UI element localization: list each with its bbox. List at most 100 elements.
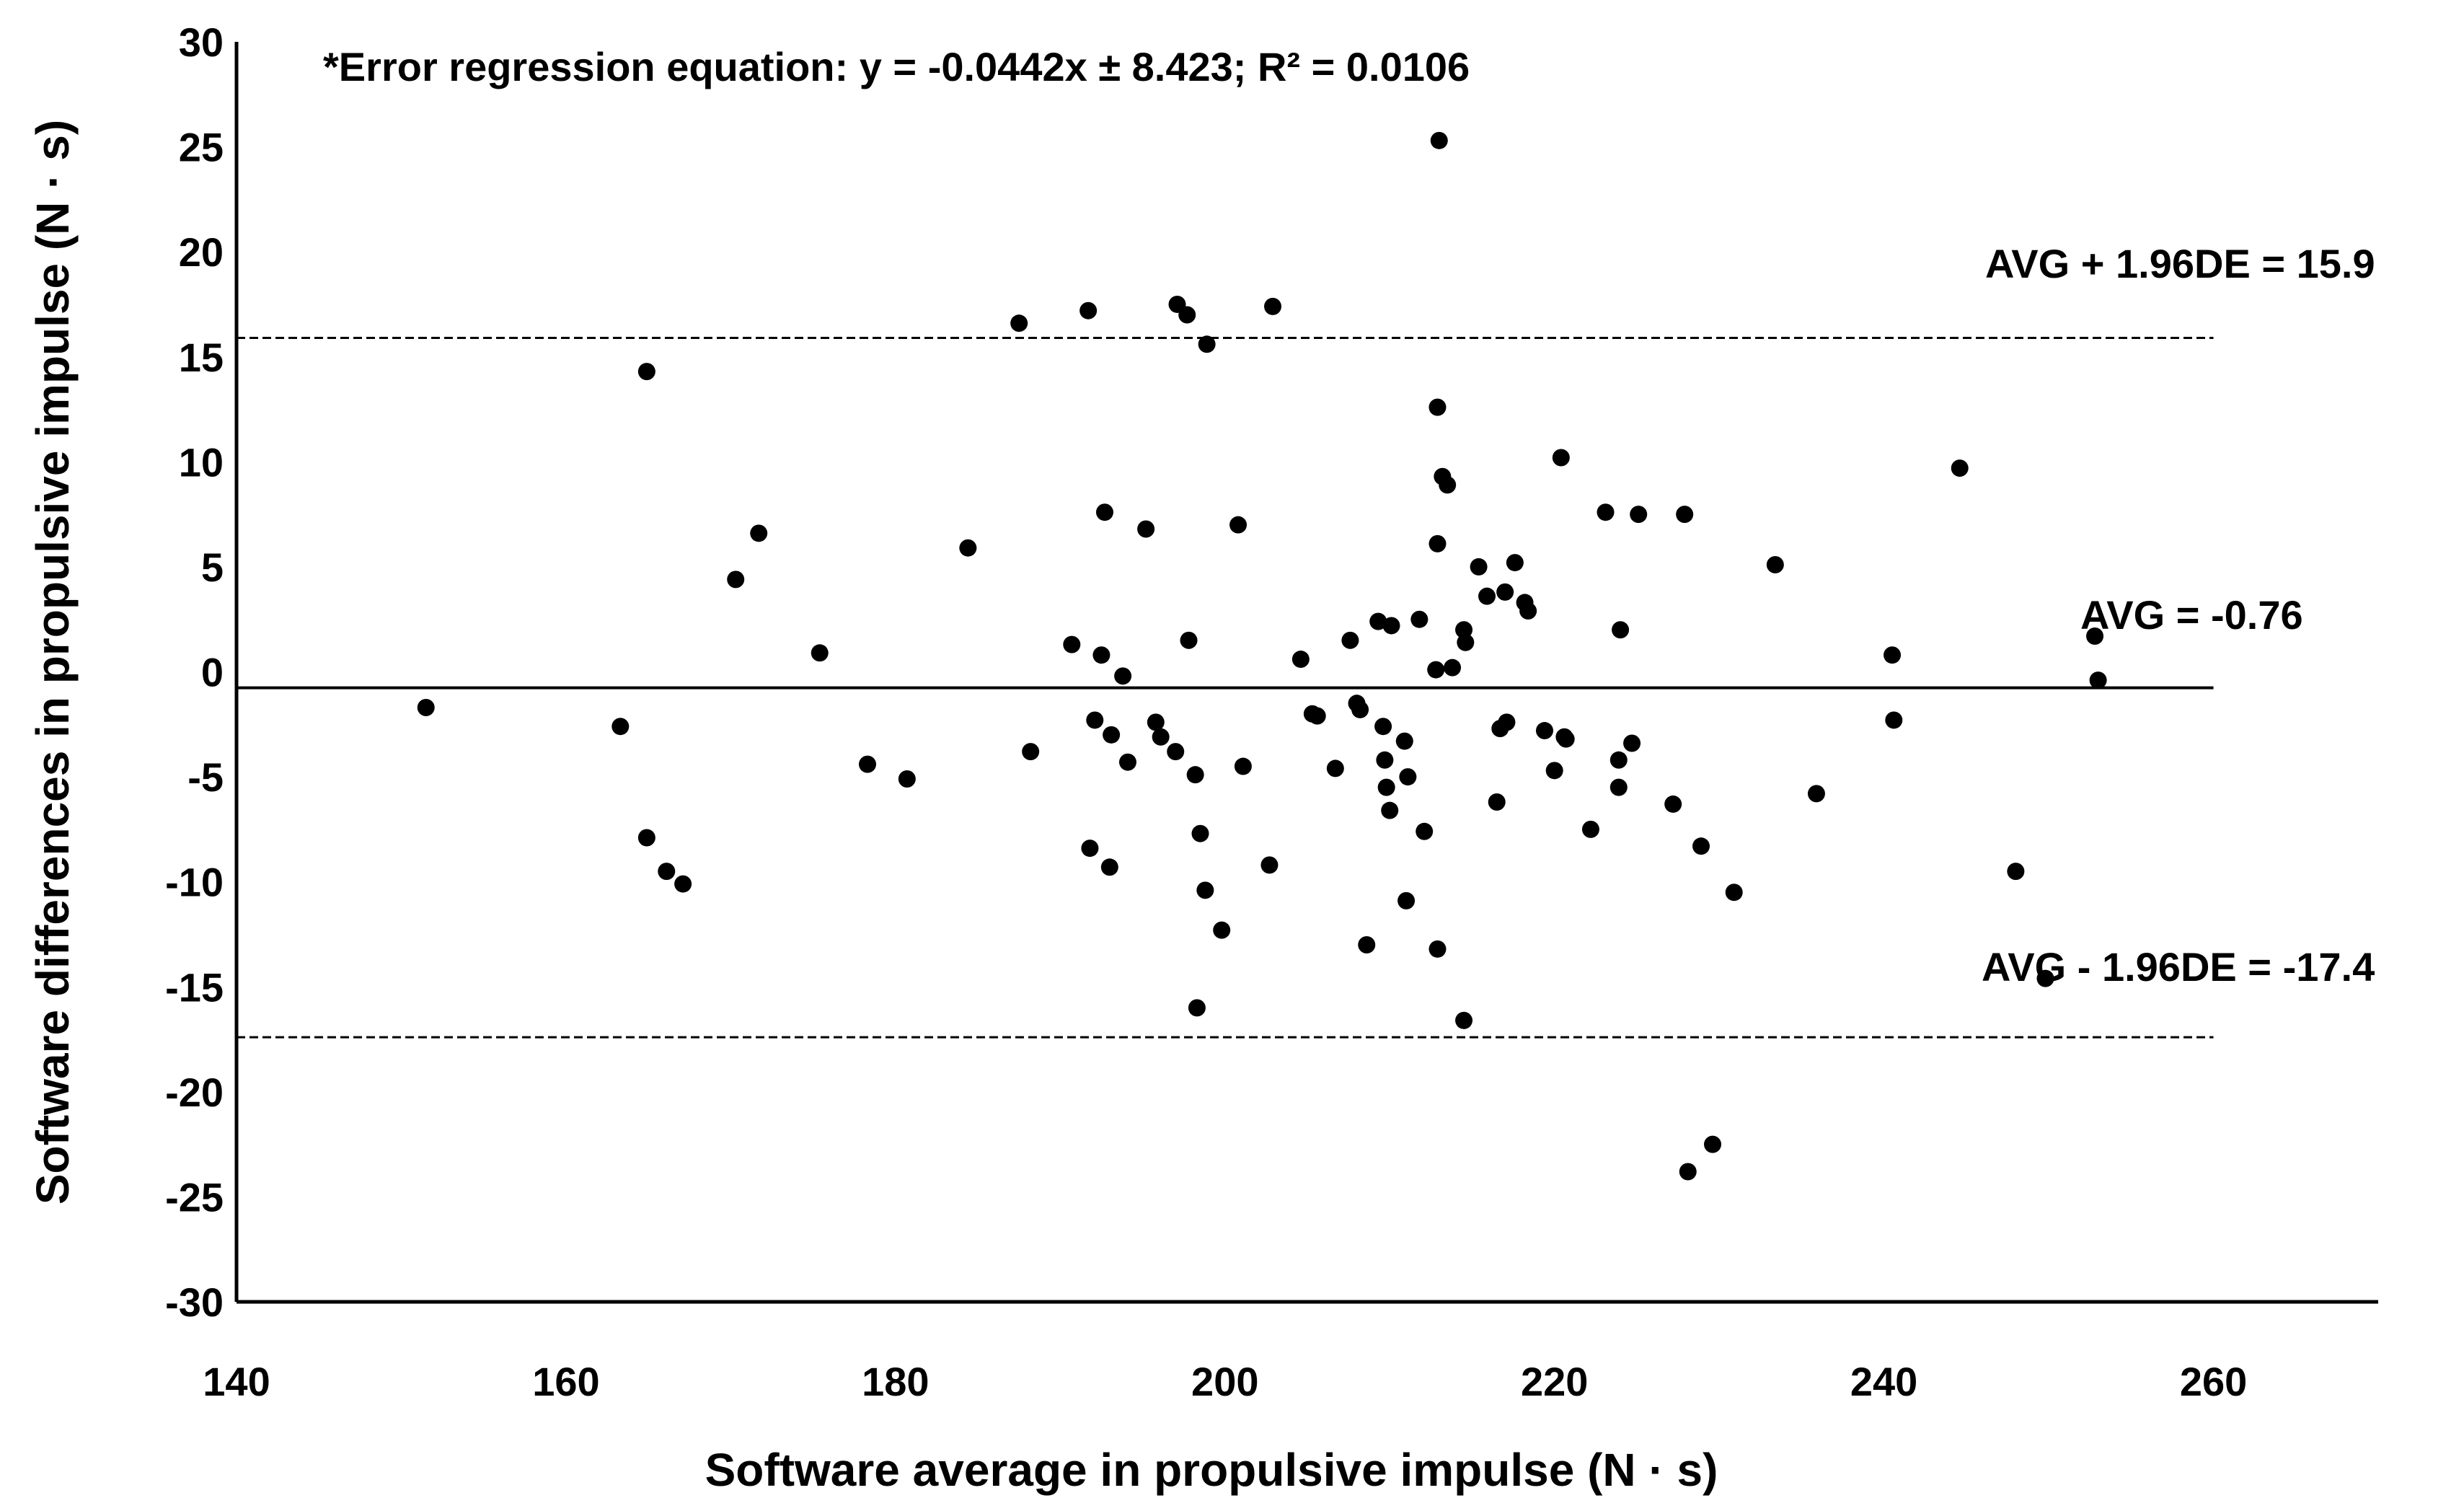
lower-limit-label: AVG - 1.96DE = -17.4	[1982, 944, 2375, 990]
data-point	[1725, 884, 1743, 902]
data-point	[1766, 556, 1784, 574]
data-point	[1496, 583, 1514, 601]
y-tick-label: 15	[179, 335, 224, 380]
data-point	[1376, 751, 1394, 769]
data-point	[1118, 753, 1136, 771]
data-point	[1374, 718, 1392, 736]
data-point	[1358, 936, 1376, 954]
data-point	[1885, 711, 1903, 729]
x-tick-label: 240	[1850, 1359, 1917, 1404]
data-point	[1178, 306, 1196, 324]
x-axis-title: Software average in propulsive impulse (…	[705, 1444, 1718, 1496]
data-point	[658, 863, 676, 881]
data-point	[1022, 743, 1040, 761]
data-point	[417, 698, 435, 716]
x-tick-label: 220	[1521, 1359, 1588, 1404]
data-point	[637, 363, 655, 381]
data-point	[611, 718, 630, 736]
data-point	[1704, 1135, 1722, 1153]
data-point	[1063, 635, 1081, 653]
data-point	[1351, 700, 1369, 718]
data-point	[2007, 863, 2025, 881]
data-point	[637, 829, 655, 847]
y-tick-label: -5	[187, 754, 224, 800]
y-tick-label: -25	[165, 1174, 224, 1220]
data-point	[1535, 722, 1553, 740]
x-tick-label: 260	[2180, 1359, 2247, 1404]
data-point	[1186, 766, 1204, 784]
data-point	[2036, 969, 2054, 987]
y-tick-label: 0	[201, 650, 224, 695]
data-point	[1234, 757, 1252, 775]
data-point	[1291, 651, 1310, 669]
y-tick-label: -10	[165, 860, 224, 905]
reference-lines	[237, 337, 2214, 1039]
data-point	[1095, 503, 1113, 521]
data-point	[1439, 476, 1457, 494]
y-tick-label: 5	[201, 545, 224, 590]
data-point	[1884, 646, 1902, 664]
data-point	[1597, 503, 1615, 521]
data-point	[2089, 671, 2107, 690]
data-point	[1428, 534, 1447, 552]
data-point	[1213, 921, 1231, 939]
data-point	[1196, 881, 1214, 899]
y-tick-label: -20	[165, 1070, 224, 1115]
data-point	[1341, 631, 1359, 649]
points-layer	[417, 131, 2107, 1181]
y-tick-label: 10	[179, 439, 224, 485]
data-point	[1167, 743, 1185, 761]
data-point	[1609, 778, 1628, 796]
upper-limit-label: AVG + 1.96DE = 15.9	[1985, 241, 2375, 286]
y-tick-label: -15	[165, 964, 224, 1010]
data-point	[1416, 822, 1434, 840]
data-point	[2086, 627, 2104, 646]
data-point	[1692, 837, 1710, 855]
data-point	[1399, 768, 1417, 786]
data-point	[1308, 707, 1326, 725]
data-point	[1609, 751, 1628, 769]
data-point	[1381, 801, 1399, 819]
data-point	[1623, 734, 1641, 752]
data-point	[1092, 646, 1110, 664]
axes	[234, 42, 2378, 1304]
y-axis-title: Software differences in propulsive impul…	[27, 120, 79, 1204]
x-tick-label: 180	[862, 1359, 929, 1404]
data-point	[959, 539, 977, 557]
data-point	[1519, 602, 1537, 620]
data-point	[1260, 856, 1279, 874]
data-point	[1457, 633, 1475, 651]
x-tick-label: 140	[203, 1359, 270, 1404]
data-point	[1114, 667, 1132, 685]
data-point	[1410, 610, 1428, 628]
data-point	[1664, 795, 1682, 813]
data-point	[1478, 587, 1496, 605]
data-point	[1427, 661, 1445, 679]
data-point	[1545, 762, 1563, 780]
y-tick-label: 20	[179, 229, 224, 275]
regression-equation: *Error regression equation: y = -0.0442x…	[323, 44, 1470, 89]
data-point	[1180, 631, 1198, 649]
data-point	[1137, 520, 1155, 538]
data-point	[1395, 732, 1413, 750]
data-point	[1951, 459, 1969, 477]
data-point	[1630, 506, 1648, 524]
data-point	[1377, 778, 1395, 796]
data-point	[859, 755, 877, 773]
data-point	[1581, 820, 1599, 838]
y-tick-label: 25	[179, 125, 224, 170]
data-point	[1086, 711, 1104, 729]
y-tick-label: -30	[165, 1279, 224, 1325]
data-point	[674, 875, 692, 893]
data-point	[1152, 728, 1170, 746]
data-point	[1444, 658, 1462, 677]
data-point	[750, 524, 768, 542]
data-point	[1679, 1163, 1697, 1181]
data-point	[1488, 793, 1506, 811]
data-point	[1470, 558, 1488, 576]
x-tick-label: 160	[532, 1359, 599, 1404]
data-point	[1147, 713, 1165, 731]
data-point	[1428, 398, 1447, 416]
data-point	[1264, 297, 1282, 315]
